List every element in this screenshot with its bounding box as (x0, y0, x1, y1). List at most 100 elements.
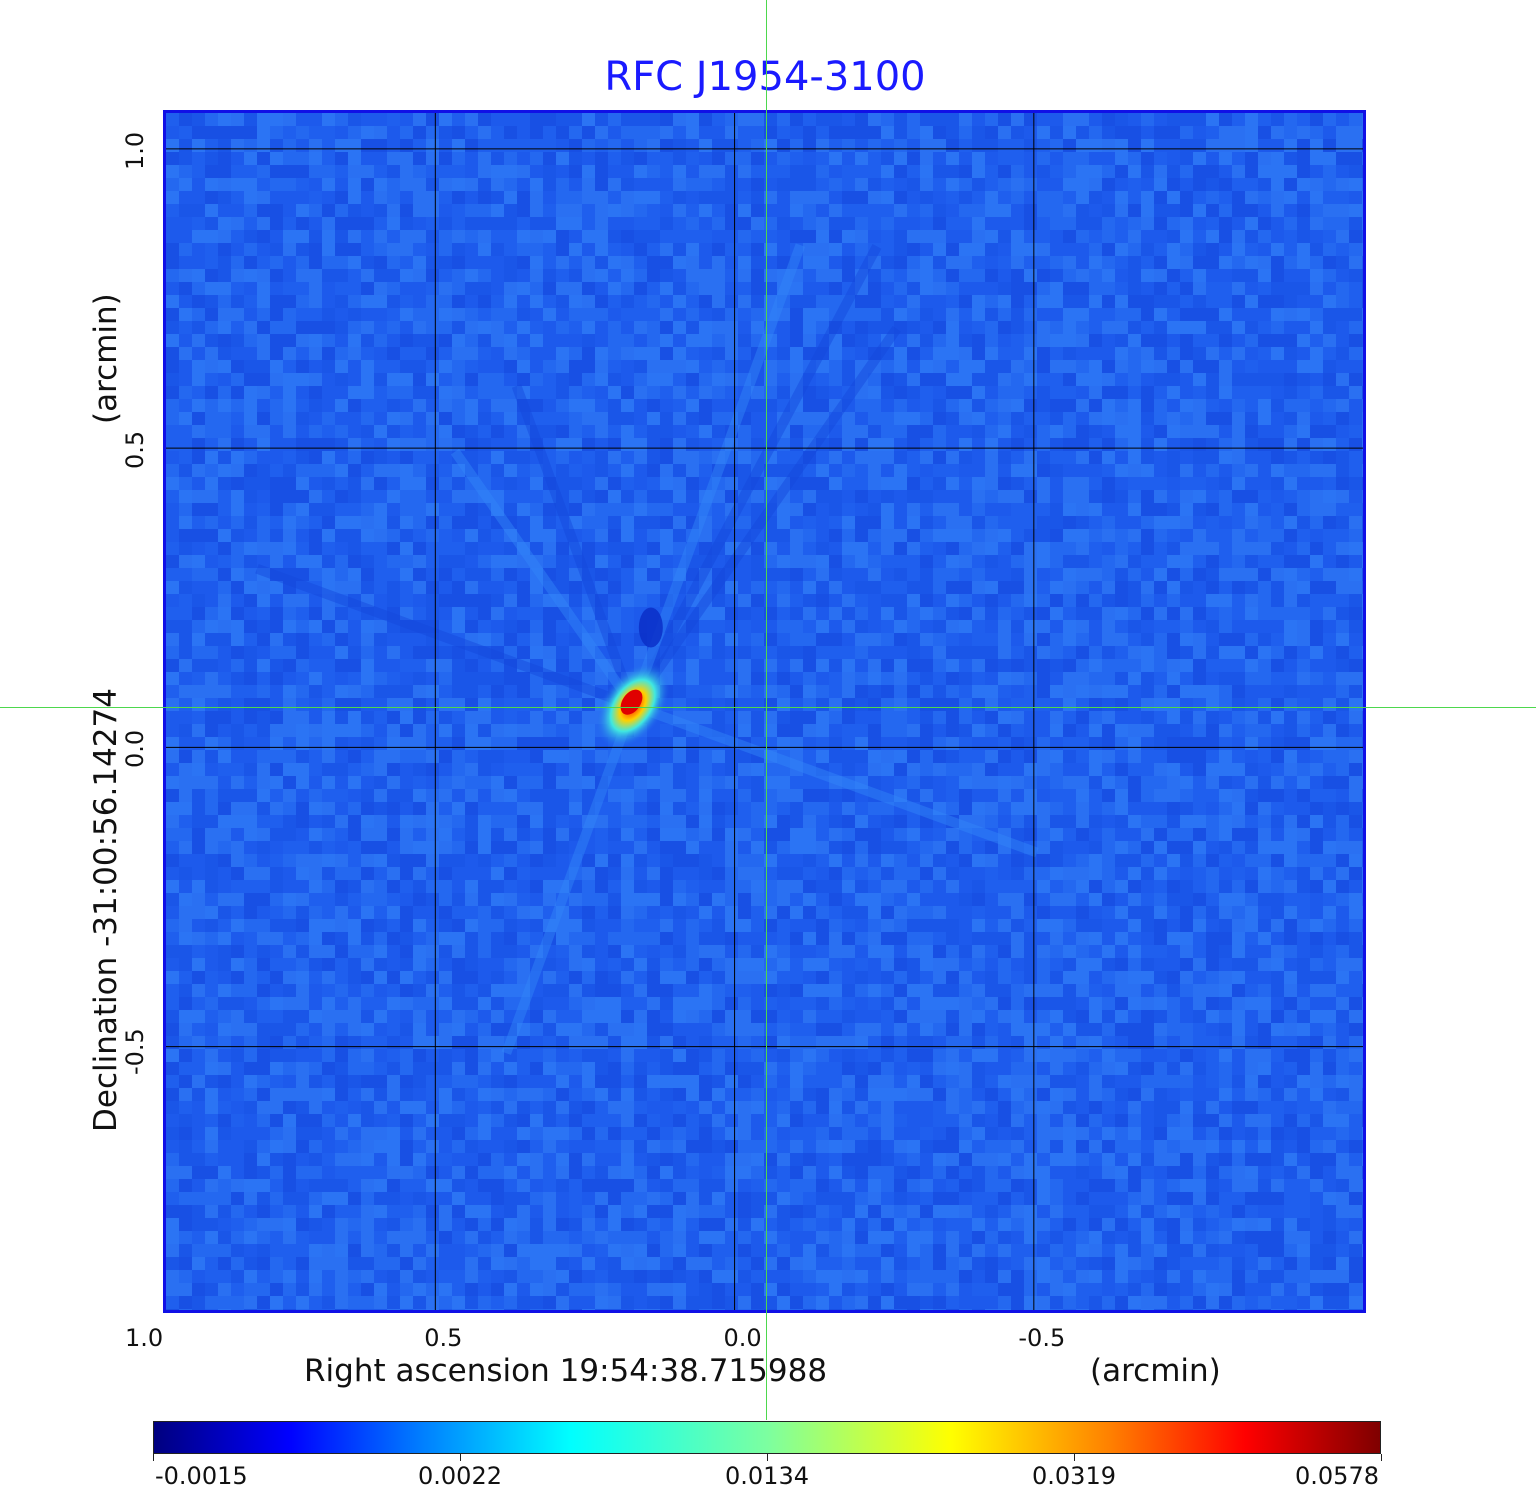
noise-cell (283, 724, 296, 737)
noise-cell (1037, 672, 1050, 685)
noise-cell (1336, 191, 1349, 204)
noise-cell (1206, 633, 1219, 646)
noise-cell (894, 802, 907, 815)
noise-cell (205, 542, 218, 555)
noise-cell (166, 594, 179, 607)
noise-cell (894, 178, 907, 191)
noise-cell (478, 789, 491, 802)
noise-cell (582, 581, 595, 594)
noise-cell (348, 529, 361, 542)
noise-cell (1167, 334, 1180, 347)
noise-cell (530, 789, 543, 802)
noise-cell (1024, 282, 1037, 295)
noise-cell (1219, 529, 1232, 542)
noise-cell (1206, 165, 1219, 178)
noise-cell (1271, 568, 1284, 581)
noise-cell (894, 282, 907, 295)
noise-cell (907, 191, 920, 204)
noise-cell (1089, 438, 1102, 451)
noise-cell (1297, 490, 1310, 503)
noise-cell (1297, 126, 1310, 139)
noise-cell (452, 308, 465, 321)
noise-cell (1167, 139, 1180, 152)
noise-cell (725, 139, 738, 152)
noise-cell (1245, 438, 1258, 451)
noise-cell (166, 724, 179, 737)
noise-cell (478, 399, 491, 412)
noise-cell (894, 126, 907, 139)
noise-cell (179, 594, 192, 607)
noise-cell (1011, 178, 1024, 191)
noise-cell (478, 672, 491, 685)
noise-cell (959, 633, 972, 646)
noise-cell (1349, 737, 1362, 750)
noise-cell (1297, 451, 1310, 464)
noise-cell (1284, 789, 1297, 802)
noise-cell (868, 542, 881, 555)
noise-cell (712, 178, 725, 191)
noise-cell (478, 555, 491, 568)
noise-cell (1076, 347, 1089, 360)
noise-cell (1102, 698, 1115, 711)
noise-cell (1024, 750, 1037, 763)
noise-cell (673, 360, 686, 373)
noise-cell (972, 360, 985, 373)
noise-cell (751, 516, 764, 529)
noise-cell (933, 217, 946, 230)
noise-cell (751, 685, 764, 698)
noise-cell (907, 581, 920, 594)
noise-cell (1258, 685, 1271, 698)
noise-cell (374, 373, 387, 386)
noise-cell (647, 295, 660, 308)
noise-cell (166, 490, 179, 503)
noise-cell (725, 360, 738, 373)
noise-cell (1128, 750, 1141, 763)
noise-cell (348, 451, 361, 464)
noise-cell (1310, 763, 1323, 776)
noise-cell (621, 230, 634, 243)
noise-cell (1206, 399, 1219, 412)
noise-cell (257, 282, 270, 295)
noise-cell (998, 659, 1011, 672)
noise-cell (998, 503, 1011, 516)
noise-cell (1089, 776, 1102, 789)
noise-cell (348, 165, 361, 178)
noise-cell (205, 672, 218, 685)
noise-cell (1284, 178, 1297, 191)
noise-cell (1050, 477, 1063, 490)
noise-cell (790, 126, 803, 139)
noise-cell (1076, 178, 1089, 191)
noise-cell (1076, 360, 1089, 373)
noise-cell (491, 724, 504, 737)
noise-cell (1362, 672, 1363, 685)
noise-cell (790, 516, 803, 529)
noise-cell (244, 568, 257, 581)
noise-cell (205, 711, 218, 724)
noise-cell (257, 555, 270, 568)
noise-cell (478, 165, 491, 178)
noise-cell (1167, 412, 1180, 425)
noise-cell (712, 308, 725, 321)
noise-cell (894, 256, 907, 269)
noise-cell (543, 620, 556, 633)
noise-cell (946, 672, 959, 685)
noise-cell (946, 724, 959, 737)
image-plot[interactable] (163, 110, 1366, 1313)
noise-cell (1206, 438, 1219, 451)
noise-cell (439, 646, 452, 659)
noise-cell (946, 256, 959, 269)
noise-cell (1193, 152, 1206, 165)
noise-cell (959, 659, 972, 672)
noise-cell (1024, 568, 1037, 581)
noise-cell (621, 256, 634, 269)
noise-cell (1167, 503, 1180, 516)
noise-cell (257, 126, 270, 139)
noise-cell (1219, 373, 1232, 386)
noise-cell (1037, 321, 1050, 334)
noise-cell (1089, 594, 1102, 607)
noise-cell (283, 256, 296, 269)
noise-cell (166, 555, 179, 568)
noise-cell (608, 178, 621, 191)
noise-cell (1219, 269, 1232, 282)
noise-cell (387, 776, 400, 789)
